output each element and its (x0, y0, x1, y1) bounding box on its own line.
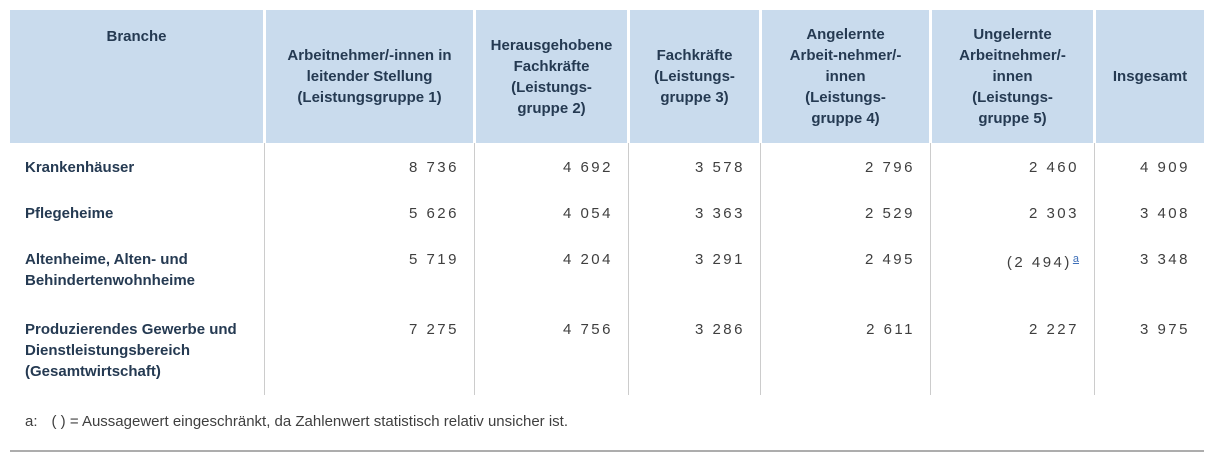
value-cell: 2 529 (759, 189, 929, 235)
value-cell: 4 909 (1093, 143, 1204, 189)
value-cell: 3 578 (627, 143, 759, 189)
table-row: Altenheime, Alten- und Behindertenwohnhe… (10, 235, 1204, 305)
column-header-leistungsgruppe-4: Angelernte Arbeit-nehmer/- innen (Leistu… (759, 10, 929, 143)
value-cell: 3 291 (627, 235, 759, 305)
value-cell: 7 275 (263, 305, 473, 395)
value-cell: 5 719 (263, 235, 473, 305)
value-cell: 8 736 (263, 143, 473, 189)
value-cell: 3 348 (1093, 235, 1204, 305)
value-cell: 2 495 (759, 235, 929, 305)
earnings-table: Branche Arbeitnehmer/-innen in leitender… (10, 10, 1204, 395)
value-cell: 2 796 (759, 143, 929, 189)
header-row: Branche Arbeitnehmer/-innen in leitender… (10, 10, 1204, 143)
value-cell: 5 626 (263, 189, 473, 235)
value-cell: 3 286 (627, 305, 759, 395)
table-row: Pflegeheime 5 626 4 054 3 363 2 529 2 30… (10, 189, 1204, 235)
value-cell: 4 054 (473, 189, 627, 235)
value-cell: 3 363 (627, 189, 759, 235)
column-header-branche: Branche (10, 10, 263, 143)
table-header: Branche Arbeitnehmer/-innen in leitender… (10, 10, 1204, 143)
column-header-leistungsgruppe-3: Fachkräfte (Leistungs- gruppe 3) (627, 10, 759, 143)
bottom-divider (10, 450, 1204, 452)
footnote-text: ( ) = Aussagewert eingeschränkt, da Zahl… (51, 413, 568, 430)
row-label: Produzierendes Gewerbe und Dienstleistun… (25, 321, 237, 380)
value-cell: (2 494)a (929, 235, 1093, 305)
table-row: Krankenhäuser 8 736 4 692 3 578 2 796 2 … (10, 143, 1204, 189)
value-cell: 2 611 (759, 305, 929, 395)
value-cell: 2 460 (929, 143, 1093, 189)
row-label: Krankenhäuser (25, 159, 135, 176)
column-header-leistungsgruppe-5: Ungelernte Arbeitnehmer/- innen (Leistun… (929, 10, 1093, 143)
footnote-marker: a: (25, 413, 38, 430)
column-header-insgesamt: Insgesamt (1093, 10, 1204, 143)
value-cell: 2 227 (929, 305, 1093, 395)
value-cell: 2 303 (929, 189, 1093, 235)
table-body: Krankenhäuser 8 736 4 692 3 578 2 796 2 … (10, 143, 1204, 395)
value-cell: 3 408 (1093, 189, 1204, 235)
footnote: a: ( ) = Aussagewert eingeschränkt, da Za… (10, 395, 1204, 450)
value-cell: 3 975 (1093, 305, 1204, 395)
value-cell: 4 692 (473, 143, 627, 189)
column-header-leistungsgruppe-2: Herausgehobene Fachkräfte (Leistungs- gr… (473, 10, 627, 143)
row-label: Pflegeheime (25, 205, 114, 222)
value-cell: 4 204 (473, 235, 627, 305)
statistics-table-section: Branche Arbeitnehmer/-innen in leitender… (10, 10, 1204, 452)
row-label: Altenheime, Alten- und Behindertenwohnhe… (25, 251, 196, 289)
footnote-ref-link[interactable]: a (1072, 253, 1079, 265)
table-row: Produzierendes Gewerbe und Dienstleistun… (10, 305, 1204, 395)
cell-value: (2 494) (1006, 254, 1072, 271)
value-cell: 4 756 (473, 305, 627, 395)
column-header-leistungsgruppe-1: Arbeitnehmer/-innen in leitender Stellun… (263, 10, 473, 143)
